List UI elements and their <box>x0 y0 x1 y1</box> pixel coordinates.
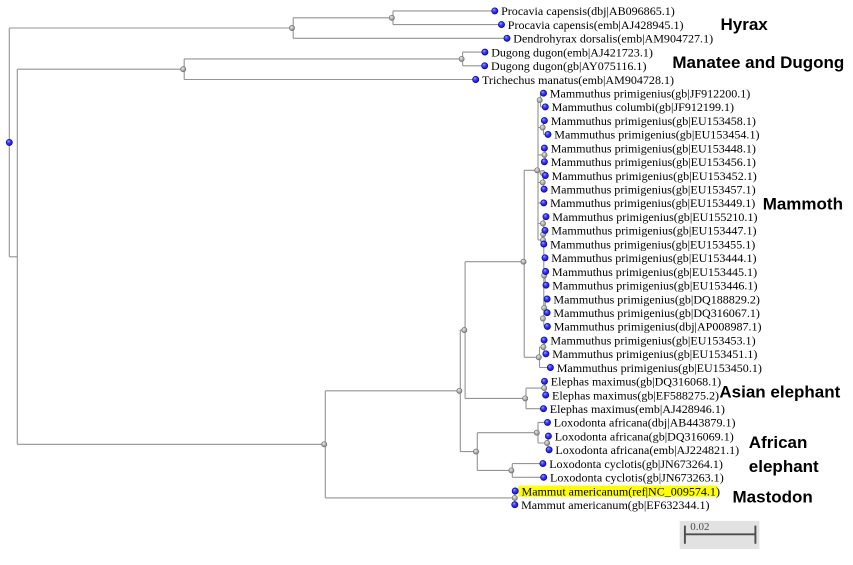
svg-text:Mammut americanum(ref|NC_00957: Mammut americanum(ref|NC_009574.1) <box>522 484 720 498</box>
svg-text:Mammuthus primigenius(gb|EU153: Mammuthus primigenius(gb|EU153445.1) <box>552 265 757 279</box>
svg-text:Mammuthus primigenius(gb|EU153: Mammuthus primigenius(gb|EU153456.1) <box>551 155 756 169</box>
svg-text:Dugong dugon(emb|AJ421723.1): Dugong dugon(emb|AJ421723.1) <box>491 45 653 59</box>
svg-text:Mammuthus primigenius(gb|EU153: Mammuthus primigenius(gb|EU153451.1) <box>552 347 757 361</box>
svg-text:Mastodon: Mastodon <box>733 488 813 507</box>
svg-text:Mammuthus primigenius(gb|EU153: Mammuthus primigenius(gb|EU153447.1) <box>551 224 756 238</box>
svg-text:Loxodonta cyclotis(gb|JN673263: Loxodonta cyclotis(gb|JN673263.1) <box>550 471 724 485</box>
svg-text:Procavia capensis(dbj|AB096865: Procavia capensis(dbj|AB096865.1) <box>501 4 675 18</box>
svg-text:Procavia capensis(emb|AJ428945: Procavia capensis(emb|AJ428945.1) <box>508 18 684 32</box>
svg-text:Mammuthus primigenius(gb|JF912: Mammuthus primigenius(gb|JF912200.1) <box>550 87 751 101</box>
svg-text:elephant: elephant <box>749 457 819 476</box>
svg-text:Mammuthus primigenius(gb|DQ188: Mammuthus primigenius(gb|DQ188829.2) <box>553 292 760 306</box>
svg-text:Mammuthus primigenius(gb|EU153: Mammuthus primigenius(gb|EU153444.1) <box>551 251 756 265</box>
svg-text:Loxodonta cyclotis(gb|JN673264: Loxodonta cyclotis(gb|JN673264.1) <box>549 457 723 471</box>
svg-text:Elephas maximus(gb|EF588275.2): Elephas maximus(gb|EF588275.2) <box>552 388 719 402</box>
svg-text:African: African <box>749 433 808 452</box>
svg-text:Mammuthus primigenius(gb|EU153: Mammuthus primigenius(gb|EU153458.1) <box>551 114 756 128</box>
svg-text:Mammuthus primigenius(gb|DQ316: Mammuthus primigenius(gb|DQ316067.1) <box>553 306 760 320</box>
svg-text:Elephas maximus(emb|AJ428946.1: Elephas maximus(emb|AJ428946.1) <box>550 402 725 416</box>
svg-text:Mammut americanum(gb|EF632344.: Mammut americanum(gb|EF632344.1) <box>521 498 709 512</box>
svg-text:Mammuthus columbi(gb|JF912199.: Mammuthus columbi(gb|JF912199.1) <box>552 100 734 114</box>
svg-text:Mammuthus primigenius(gb|EU153: Mammuthus primigenius(gb|EU153448.1) <box>551 141 756 155</box>
svg-text:Mammuthus primigenius(gb|EU155: Mammuthus primigenius(gb|EU155210.1) <box>552 210 757 224</box>
svg-text:0.02: 0.02 <box>690 521 709 533</box>
svg-text:Mammuthus primigenius(gb|EU153: Mammuthus primigenius(gb|EU153454.1) <box>554 128 759 142</box>
svg-text:Loxodonta africana(gb|DQ316069: Loxodonta africana(gb|DQ316069.1) <box>555 429 734 443</box>
svg-text:Mammuthus primigenius(gb|EU153: Mammuthus primigenius(gb|EU153446.1) <box>552 279 757 293</box>
svg-text:Mammuthus primigenius(gb|EU153: Mammuthus primigenius(gb|EU153449.1) <box>550 196 755 210</box>
svg-text:Trichechus manatus(emb|AM90472: Trichechus manatus(emb|AM904728.1) <box>482 73 674 87</box>
svg-text:Dugong dugon(gb|AY075116.1): Dugong dugon(gb|AY075116.1) <box>491 59 646 73</box>
svg-text:Hyrax: Hyrax <box>721 15 769 34</box>
svg-text:Loxodonta africana(emb|AJ22482: Loxodonta africana(emb|AJ224821.1) <box>555 443 739 457</box>
svg-text:Mammuthus primigenius(gb|EU153: Mammuthus primigenius(gb|EU153452.1) <box>552 169 757 183</box>
svg-text:Asian elephant: Asian elephant <box>719 383 840 402</box>
svg-text:Mammoth: Mammoth <box>763 194 843 213</box>
svg-text:Elephas maximus(gb|DQ316068.1): Elephas maximus(gb|DQ316068.1) <box>551 375 721 389</box>
svg-text:Manatee and Dugong: Manatee and Dugong <box>672 53 844 72</box>
svg-text:Mammuthus primigenius(dbj|AP00: Mammuthus primigenius(dbj|AP008987.1) <box>554 320 762 334</box>
svg-text:Mammuthus primigenius(gb|EU153: Mammuthus primigenius(gb|EU153450.1) <box>557 361 762 375</box>
svg-text:Mammuthus primigenius(gb|EU153: Mammuthus primigenius(gb|EU153453.1) <box>550 333 755 347</box>
svg-text:Loxodonta africana(dbj|AB44387: Loxodonta africana(dbj|AB443879.1) <box>554 416 736 430</box>
svg-text:Dendrohyrax dorsalis(emb|AM904: Dendrohyrax dorsalis(emb|AM904727.1) <box>513 32 713 46</box>
svg-text:Mammuthus primigenius(gb|EU153: Mammuthus primigenius(gb|EU153455.1) <box>550 237 755 251</box>
svg-text:Mammuthus primigenius(gb|EU153: Mammuthus primigenius(gb|EU153457.1) <box>550 183 755 197</box>
